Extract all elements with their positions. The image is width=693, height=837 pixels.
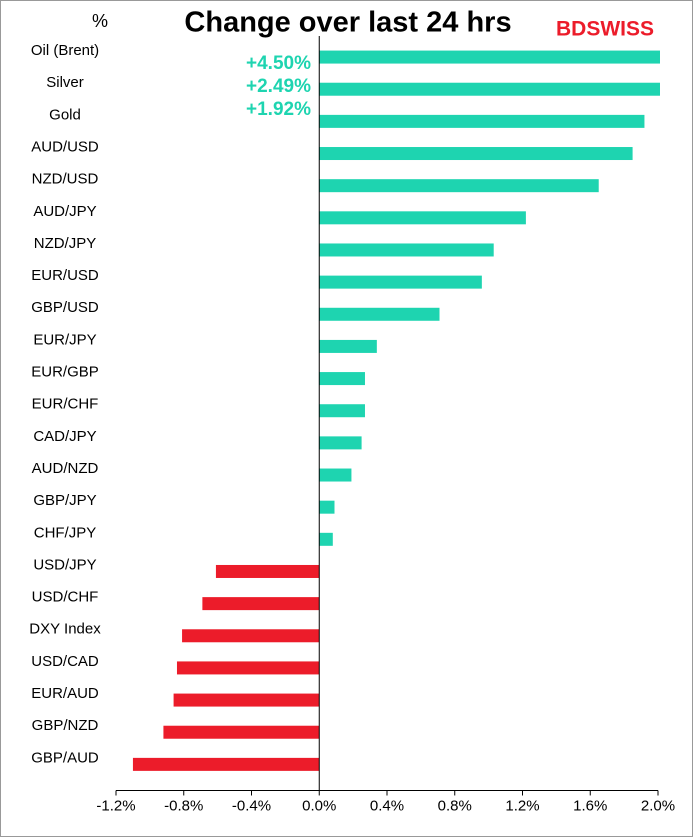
bar: [319, 307, 440, 321]
bar: [319, 179, 599, 193]
category-label: CAD/JPY: [33, 428, 96, 445]
bar: [319, 114, 645, 128]
annotation: +4.50%: [246, 53, 311, 74]
bar: [319, 243, 494, 257]
category-label: GBP/JPY: [33, 492, 96, 509]
bar: [319, 147, 633, 161]
bar: [202, 597, 320, 611]
category-label: EUR/GBP: [31, 364, 99, 381]
category-label: USD/CHF: [32, 589, 99, 606]
category-label: Oil (Brent): [31, 42, 99, 59]
bar: [319, 275, 482, 289]
bar: [173, 693, 320, 707]
category-label: USD/JPY: [33, 556, 96, 573]
bars: [132, 50, 660, 771]
category-label: Silver: [46, 74, 84, 91]
category-label: EUR/CHF: [32, 396, 99, 413]
annotation: +2.49%: [246, 76, 311, 97]
category-label: GBP/AUD: [31, 749, 99, 766]
category-label: Gold: [49, 106, 81, 123]
bar: [163, 725, 320, 739]
category-label: EUR/AUD: [31, 685, 99, 702]
bar: [319, 468, 352, 482]
bar: [319, 404, 365, 418]
category-label: GBP/USD: [31, 299, 99, 316]
annotation: +1.92%: [246, 99, 311, 120]
axes: Oil (Brent) Silver Gold AUD/USD NZD/USD AUD/J…: [29, 36, 675, 814]
category-label: NZD/USD: [32, 171, 99, 188]
category-label: EUR/USD: [31, 267, 99, 284]
category-label: USD/CAD: [31, 653, 99, 670]
category-label: AUD/NZD: [32, 460, 99, 477]
x-tick-label: 0.4%: [370, 797, 404, 814]
bar: [319, 50, 660, 64]
x-tick-label: -0.8%: [164, 797, 203, 814]
bar: [319, 372, 365, 386]
x-tick-label: 1.2%: [505, 797, 539, 814]
x-tick-label: -1.2%: [96, 797, 135, 814]
x-tick-label: 0.0%: [302, 797, 336, 814]
bar: [132, 757, 320, 771]
x-tick-label: 2.0%: [641, 797, 675, 814]
bar: [319, 339, 377, 353]
category-label: DXY Index: [29, 621, 101, 638]
logo: BDSWISS: [556, 18, 654, 41]
bar: [319, 211, 526, 225]
x-tick-label: -0.4%: [232, 797, 271, 814]
category-label: AUD/USD: [31, 138, 99, 155]
bar: [319, 82, 660, 96]
category-label: NZD/JPY: [34, 235, 97, 252]
chart-title: Change over last 24 hrs: [184, 7, 511, 39]
bar: [176, 661, 320, 675]
x-tick-label: 0.8%: [438, 797, 472, 814]
bar: [319, 500, 335, 514]
category-label: CHF/JPY: [34, 524, 97, 541]
category-label: AUD/JPY: [33, 203, 96, 220]
unit-label: %: [92, 11, 108, 31]
bar: [319, 436, 362, 450]
bar: [319, 532, 333, 546]
x-tick-label: 1.6%: [573, 797, 607, 814]
category-label: EUR/JPY: [33, 331, 96, 348]
category-label: GBP/NZD: [32, 717, 99, 734]
bar: [182, 629, 320, 643]
bar: [215, 564, 320, 578]
